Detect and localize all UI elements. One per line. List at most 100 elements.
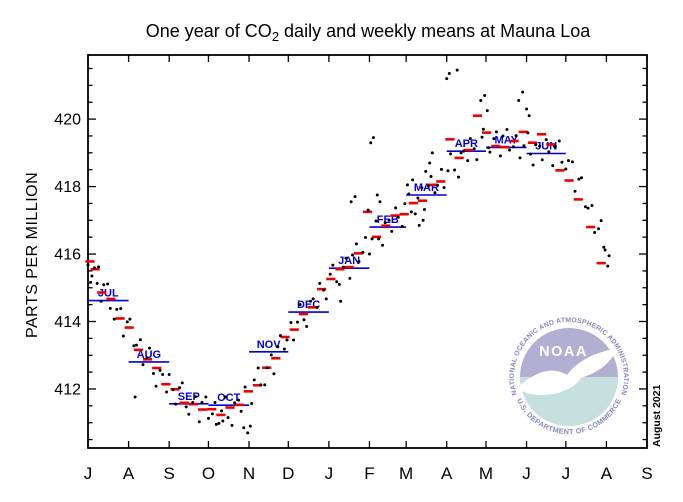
- chart-title-subscript: 2: [271, 29, 280, 44]
- daily-mean-dot: [106, 282, 110, 286]
- daily-mean-dot: [171, 388, 175, 392]
- daily-mean-dot: [226, 416, 230, 420]
- daily-mean-dot: [422, 208, 426, 212]
- daily-mean-dot: [447, 72, 451, 76]
- daily-mean-dot: [243, 385, 247, 389]
- x-tick-label: N: [243, 464, 255, 483]
- daily-mean-dot: [256, 366, 260, 370]
- daily-mean-dot: [433, 191, 437, 195]
- x-tick-label: A: [601, 464, 613, 483]
- daily-mean-dot: [86, 263, 90, 267]
- daily-mean-dot: [242, 426, 246, 430]
- x-tick-label: M: [399, 464, 413, 483]
- daily-mean-dot: [564, 167, 568, 171]
- daily-mean-dot: [239, 409, 243, 413]
- daily-mean-dot: [560, 160, 564, 164]
- daily-mean-dot: [344, 256, 348, 260]
- daily-mean-dot: [191, 400, 195, 404]
- daily-mean-dot: [409, 210, 413, 214]
- daily-mean-dot: [547, 150, 551, 154]
- daily-mean-dot: [534, 143, 538, 147]
- daily-mean-dot: [416, 196, 420, 200]
- daily-mean-dot: [214, 422, 218, 426]
- daily-mean-dot: [278, 334, 282, 338]
- daily-mean-dot: [341, 265, 345, 269]
- daily-mean-dot: [577, 177, 581, 181]
- daily-mean-dot: [505, 128, 509, 132]
- plot-border: [87, 54, 648, 449]
- x-tick-label: J: [325, 464, 334, 483]
- x-tick-label: J: [562, 464, 571, 483]
- daily-mean-dot: [566, 159, 570, 163]
- y-tick-label: 418: [54, 179, 81, 196]
- daily-mean-dot: [501, 134, 505, 138]
- daily-mean-dot: [197, 420, 201, 424]
- daily-mean-dot: [158, 368, 162, 372]
- daily-mean-dot: [269, 353, 273, 357]
- x-tick-label: J: [522, 464, 531, 483]
- daily-mean-dot: [206, 416, 210, 420]
- daily-mean-dot: [387, 218, 391, 222]
- daily-mean-dot: [514, 134, 518, 138]
- x-tick-label: S: [163, 464, 174, 483]
- daily-mean-dot: [357, 259, 361, 263]
- daily-means-layer: [86, 68, 611, 435]
- daily-mean-dot: [428, 161, 432, 165]
- month-label: JUL: [98, 288, 119, 300]
- daily-mean-dot: [302, 318, 306, 322]
- daily-mean-dot: [603, 248, 607, 252]
- daily-mean-dot: [180, 381, 184, 385]
- axes-layer: 412 414 416 418 420 J A S O N D J F M A M J J A S: [54, 54, 653, 483]
- daily-mean-dot: [480, 135, 484, 139]
- daily-mean-dot: [602, 245, 606, 249]
- daily-mean-dot: [210, 412, 214, 416]
- daily-mean-dot: [479, 99, 483, 103]
- daily-mean-dot: [580, 176, 584, 180]
- daily-mean-dot: [230, 423, 234, 427]
- daily-mean-dot: [375, 193, 379, 197]
- daily-mean-dot: [328, 272, 332, 276]
- x-tick-label: J: [84, 464, 93, 483]
- daily-mean-dot: [161, 372, 165, 376]
- daily-mean-dot: [494, 130, 498, 134]
- daily-mean-dot: [178, 386, 182, 390]
- daily-mean-dot: [315, 305, 319, 309]
- daily-mean-dot: [292, 338, 296, 342]
- daily-mean-dot: [456, 175, 460, 179]
- daily-mean-dot: [522, 144, 526, 148]
- daily-mean-dot: [417, 223, 421, 227]
- daily-mean-dot: [462, 149, 466, 153]
- daily-mean-dot: [311, 297, 315, 301]
- daily-mean-dot: [475, 158, 479, 162]
- daily-mean-dot: [265, 366, 269, 370]
- daily-mean-dot: [295, 320, 299, 324]
- daily-mean-dot: [99, 299, 103, 303]
- daily-mean-dot: [429, 174, 433, 178]
- daily-mean-dot: [606, 264, 610, 268]
- daily-mean-dot: [421, 218, 425, 222]
- daily-mean-dot: [436, 183, 440, 187]
- daily-mean-dot: [472, 147, 476, 151]
- daily-mean-dot: [250, 401, 254, 405]
- y-tick-label: 420: [54, 112, 81, 129]
- daily-mean-dot: [289, 321, 293, 325]
- daily-mean-dot: [184, 405, 188, 409]
- y-tick-label: 416: [54, 247, 81, 264]
- daily-mean-dot: [517, 99, 521, 103]
- daily-mean-dot: [553, 144, 557, 148]
- month-label: JAN: [338, 255, 360, 267]
- daily-mean-dot: [508, 148, 512, 152]
- daily-mean-dot: [193, 395, 197, 399]
- daily-mean-dot: [442, 186, 446, 190]
- daily-mean-dot: [488, 150, 492, 154]
- daily-mean-dot: [377, 237, 381, 241]
- daily-mean-dot: [318, 281, 322, 285]
- daily-mean-dot: [361, 250, 365, 254]
- noaa-logo-acronym: NOAA: [539, 344, 588, 360]
- daily-mean-dot: [551, 164, 555, 168]
- month-label: MAY: [495, 134, 519, 146]
- daily-mean-dot: [108, 306, 112, 310]
- daily-mean-dot: [305, 325, 309, 329]
- daily-mean-dot: [521, 90, 525, 94]
